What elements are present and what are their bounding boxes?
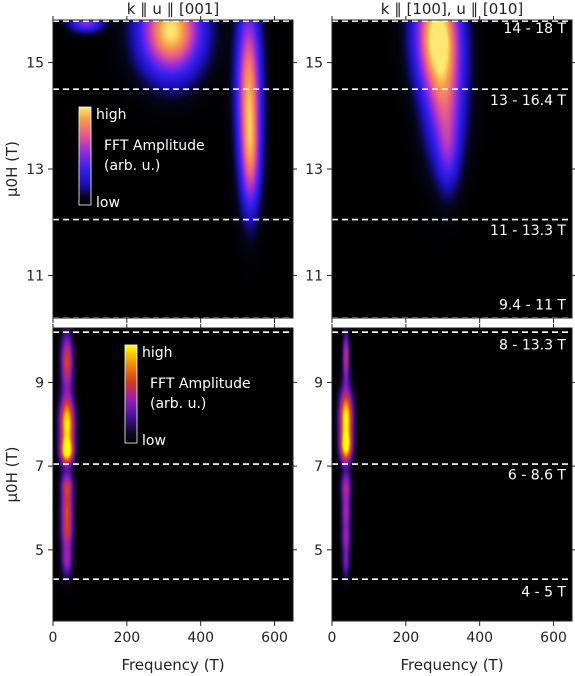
panel-bottom-right: 0 200 400 600 5 7 9 Frequency (T) 8 - 13.3 T 6 - …: [314, 324, 575, 674]
x-tick-label: 400: [187, 630, 214, 646]
colorbar-low-label: low: [96, 195, 120, 211]
plot-frame: [52, 327, 294, 622]
field-range-label: 9.4 - 11 T: [499, 298, 566, 314]
panel-title: k ∥ u ∥ [001]: [127, 0, 220, 18]
fft-heatmap: [332, 20, 572, 318]
field-range-label: 13 - 16.4 T: [490, 93, 566, 109]
y-tick-label: 9: [35, 375, 44, 391]
colorbar-title: (arb. u.): [104, 158, 160, 174]
colorbar-title: (arb. u.): [150, 396, 206, 412]
colorbar-high-label: high: [96, 107, 127, 123]
x-tick-label: 0: [49, 630, 58, 646]
field-range-label: 8 - 13.3 T: [499, 338, 566, 354]
fft-heatmap: [53, 328, 293, 621]
fft-heatmap: [53, 20, 293, 318]
colorbar-high-label: high: [142, 345, 173, 361]
x-tick-label: 200: [392, 630, 419, 646]
plot-frame: [331, 327, 573, 622]
y-tick-label: 11: [305, 268, 323, 284]
x-tick-label: 0: [328, 630, 337, 646]
field-range-label: 14 - 18 T: [503, 21, 566, 37]
colorbar: [124, 344, 138, 444]
panel-title: k ∥ [100], u ∥ [010]: [381, 0, 523, 18]
x-axis-label: Frequency (T): [121, 656, 224, 674]
x-tick-label: 600: [261, 630, 288, 646]
y-axis-label: μ0H (T): [3, 446, 21, 502]
x-tick-label: 200: [113, 630, 140, 646]
colorbar-title: FFT Amplitude: [104, 138, 205, 154]
x-axis-label: Frequency (T): [400, 656, 503, 674]
panel-top-right: 11 13 15 k ∥ [100], u ∥ [010] 14 - 18 T 13 - …: [305, 0, 575, 323]
panel-bottom-left: 0 200 400 600 5 7 9 Frequency (T) μ0H (T) high low…: [3, 324, 297, 674]
colorbar: [78, 106, 92, 206]
y-tick-label: 9: [314, 375, 323, 391]
y-tick-label: 5: [35, 543, 44, 559]
x-tick-label: 600: [540, 630, 567, 646]
y-tick-label: 7: [35, 459, 44, 475]
x-tick-label: 400: [466, 630, 493, 646]
y-tick-label: 5: [314, 543, 323, 559]
y-tick-label: 13: [26, 162, 44, 178]
y-tick-label: 11: [26, 268, 44, 284]
fft-heatmap: [332, 328, 572, 621]
y-tick-label: 7: [314, 459, 323, 475]
field-range-label: 4 - 5 T: [521, 585, 566, 601]
colorbar-low-label: low: [142, 433, 166, 449]
colorbar-title: FFT Amplitude: [150, 376, 251, 392]
field-range-label: 6 - 8.6 T: [508, 468, 567, 484]
panel-top-left: 11 13 15 k ∥ u ∥ [001] μ0H (T) high low FFT Amp…: [3, 0, 297, 323]
y-tick-label: 15: [26, 56, 44, 72]
field-range-label: 11 - 13.3 T: [490, 223, 566, 239]
y-tick-label: 13: [305, 162, 323, 178]
y-axis-label: μ0H (T): [3, 141, 21, 197]
y-tick-label: 15: [305, 56, 323, 72]
